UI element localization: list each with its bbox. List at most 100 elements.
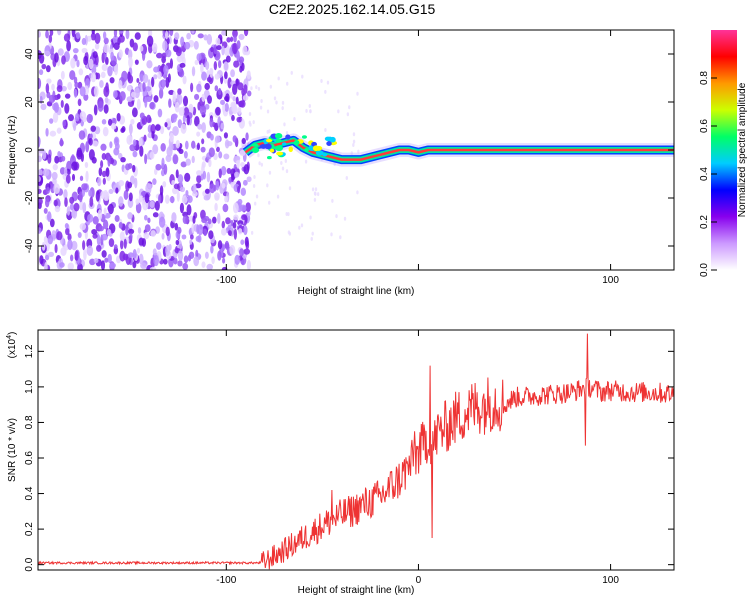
noise-blob	[188, 251, 195, 259]
noise-blob	[191, 66, 196, 77]
noise-blob	[132, 150, 138, 158]
trace-blob	[264, 143, 272, 150]
noise-blob	[178, 69, 185, 78]
noise-blob	[214, 202, 218, 212]
noise-speckle	[281, 106, 284, 111]
trace-blob	[275, 138, 282, 143]
noise-blob	[224, 240, 230, 250]
noise-blob	[91, 156, 97, 164]
noise-blob	[208, 158, 212, 168]
noise-blob	[54, 52, 59, 63]
noise-blob	[97, 209, 103, 221]
noise-blob	[101, 63, 108, 72]
noise-blob	[136, 247, 141, 254]
noise-speckle	[290, 70, 293, 75]
noise-blob	[191, 140, 196, 149]
noise-blob	[103, 104, 109, 114]
noise-blob	[136, 98, 141, 111]
noise-blob	[74, 113, 80, 122]
noise-blob	[101, 153, 107, 160]
noise-blob	[103, 207, 107, 216]
noise-speckle	[285, 212, 288, 217]
noise-blob	[62, 119, 67, 127]
noise-blob	[220, 166, 227, 176]
noise-blob	[69, 254, 74, 262]
noise-speckle	[310, 236, 313, 241]
noise-blob	[70, 57, 76, 69]
snr-xtick-label: -100	[216, 575, 236, 586]
noise-blob	[193, 40, 199, 50]
noise-blob	[72, 122, 77, 131]
noise-blob	[74, 250, 79, 261]
noise-speckle	[255, 85, 258, 90]
spectrogram-xlabel: Height of straight line (km)	[298, 286, 415, 297]
trace-blob	[312, 145, 319, 152]
noise-blob	[125, 163, 131, 171]
noise-blob	[146, 60, 153, 69]
noise-blob	[206, 76, 213, 83]
noise-blob	[230, 36, 234, 42]
noise-blob	[149, 102, 155, 110]
noise-blob	[241, 137, 246, 145]
noise-blob	[176, 190, 180, 202]
noise-speckle	[357, 149, 360, 154]
noise-blob	[177, 260, 183, 267]
noise-blob	[127, 252, 134, 259]
noise-blob	[203, 228, 208, 237]
noise-blob	[179, 181, 183, 188]
noise-speckle	[356, 91, 359, 96]
noise-blob	[85, 170, 89, 182]
noise-blob	[40, 103, 47, 111]
noise-blob	[237, 220, 244, 226]
noise-blob	[88, 58, 94, 70]
noise-blob	[206, 263, 213, 270]
noise-blob	[223, 153, 230, 160]
noise-blob	[231, 114, 235, 122]
noise-speckle	[275, 100, 278, 105]
noise-blob	[169, 196, 175, 203]
noise-blob	[217, 240, 223, 250]
noise-blob	[181, 234, 187, 240]
noise-blob	[143, 232, 150, 240]
noise-speckle	[268, 200, 271, 205]
noise-blob	[82, 202, 87, 214]
noise-blob	[102, 31, 107, 40]
noise-blob	[168, 98, 172, 108]
spectrogram-ytick-label: 40	[24, 48, 35, 60]
noise-blob	[64, 166, 68, 177]
noise-blob	[119, 231, 125, 242]
noise-blob	[119, 250, 126, 262]
noise-blob	[209, 68, 214, 79]
noise-blob	[195, 183, 202, 189]
noise-blob	[143, 134, 147, 142]
noise-blob	[51, 171, 58, 180]
trace-blob	[315, 150, 324, 156]
noise-blob	[175, 239, 180, 246]
noise-speckle	[284, 159, 288, 164]
noise-blob	[60, 247, 67, 256]
noise-blob	[226, 167, 232, 175]
noise-blob	[64, 103, 70, 114]
noise-blob	[67, 81, 73, 91]
noise-speckle	[257, 153, 260, 158]
noise-blob	[197, 123, 203, 130]
noise-blob	[38, 53, 45, 64]
noise-blob	[153, 254, 159, 267]
trace-blob	[269, 148, 275, 153]
snr-ytick-label: 0.8	[24, 415, 35, 429]
noise-blob	[239, 66, 243, 73]
noise-blob	[192, 183, 197, 194]
noise-blob	[168, 143, 174, 152]
noise-blob	[157, 71, 162, 80]
noise-blob	[153, 66, 160, 73]
noise-blob	[138, 237, 145, 246]
noise-blob	[67, 239, 73, 251]
noise-blob	[44, 262, 48, 270]
noise-blob	[232, 96, 236, 102]
noise-blob	[144, 153, 148, 165]
noise-blob	[134, 177, 138, 189]
noise-blob	[138, 253, 144, 265]
noise-blob	[71, 30, 76, 38]
noise-blob	[101, 170, 107, 178]
noise-blob	[156, 242, 162, 250]
